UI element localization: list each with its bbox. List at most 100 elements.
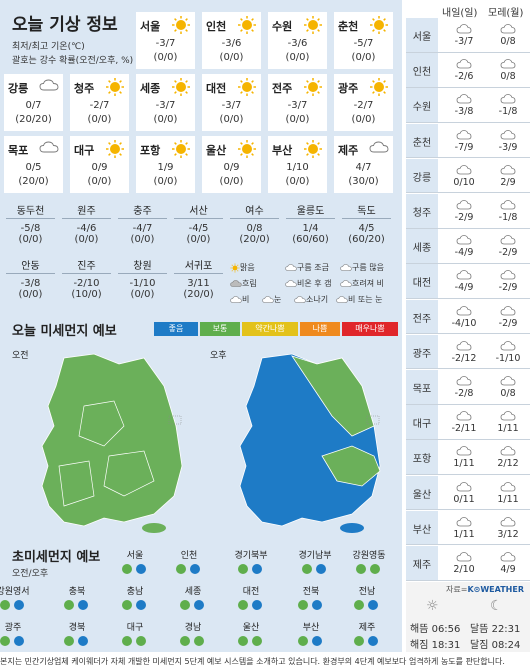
cloud-icon	[456, 513, 472, 527]
forecast-d1: -2/6	[454, 71, 474, 83]
weather-legend-label: 흐림	[242, 279, 257, 288]
fine-dust-region: 전북	[302, 587, 320, 597]
weather-legend-label: 맑음	[240, 263, 255, 272]
footer-note: 본지는 민간기상업체 케이웨더가 자체 개발한 미세먼지 5단계 예보 시스템을…	[0, 654, 530, 669]
sun-icon	[369, 15, 389, 35]
forecast-d2: 0/8	[500, 36, 516, 47]
small-city: 진주 -2/10 (10/0)	[62, 260, 111, 300]
dust-map-pm: 오후	[202, 346, 398, 536]
fine-dust-pm-dot	[312, 636, 322, 646]
small-city-temp: -4/7	[132, 223, 153, 234]
forecast-d1: -2/12	[451, 352, 477, 364]
city-temp: -3/7	[287, 100, 308, 111]
cloud-icon	[456, 302, 472, 315]
city-pop: (0/0)	[219, 52, 244, 63]
fine-dust-pm-dot	[368, 636, 378, 646]
city-card: 포항 1/9 (0/0)	[136, 136, 195, 193]
rain-then-clear-icon	[285, 279, 297, 289]
sun-icon	[171, 77, 191, 97]
sun-icon	[171, 139, 191, 159]
small-city-name: 서귀포	[174, 260, 223, 274]
small-city: 동두천 -5/8 (0/0)	[6, 205, 55, 245]
forecast-city-name: 춘천	[412, 137, 432, 149]
small-city-name: 충주	[118, 205, 167, 219]
sun-icon	[105, 139, 125, 159]
city-pop: (0/0)	[285, 176, 310, 187]
forecast-row: 전주 -4/10 -2/9	[406, 299, 530, 335]
city-card: 세종 -3/7 (0/0)	[136, 74, 195, 131]
small-city-pop: (0/0)	[130, 234, 155, 245]
forecast-d1: -4/9	[454, 247, 474, 259]
brand-logo: K⊙WEATHER	[467, 585, 524, 594]
weather-legend-label: 눈	[274, 295, 282, 304]
sun-icon	[237, 139, 257, 159]
small-city-pop: (0/0)	[74, 234, 99, 245]
weather-legend-item: 눈	[262, 294, 281, 305]
city-card: 목포 0/5 (20/0)	[4, 136, 63, 193]
forecast-row: 수원 -3/8 -1/8	[406, 88, 530, 123]
forecast-city: 세종	[406, 229, 438, 263]
city-card: 인천 -3/6 (0/0)	[202, 12, 261, 69]
cloud-icon	[500, 302, 516, 315]
small-city: 충주 -4/7 (0/0)	[118, 205, 167, 245]
cloud-icon	[500, 126, 516, 139]
shower-icon	[294, 295, 306, 305]
small-city-name: 창원	[118, 260, 167, 274]
weather-legend-item: 구름 조금	[285, 262, 329, 273]
fine-dust-region: 충남	[126, 587, 144, 597]
city-name: 목포	[8, 144, 29, 157]
city-pop: (0/0)	[219, 176, 244, 187]
city-card: 전주 -3/7 (0/0)	[268, 74, 327, 131]
fine-dust-pm-dot	[14, 600, 24, 610]
fine-dust-am-dot	[298, 600, 308, 610]
fine-dust-region: 경기북부	[234, 551, 268, 561]
small-city-name: 여수	[230, 205, 279, 219]
sun-icon	[105, 77, 125, 97]
forecast-d1: 1/11	[453, 528, 475, 540]
cloud-icon	[456, 161, 472, 175]
cloud-icon	[456, 126, 472, 139]
cloud-icon	[39, 77, 59, 97]
weather-legend-item: 비 또는 눈	[336, 294, 383, 305]
weather-legend-label: 흐려져 비	[352, 279, 384, 288]
fine-dust-pm-dot	[312, 600, 322, 610]
city-temp: 0/7	[25, 100, 42, 111]
fine-dust-pm-dot	[194, 636, 204, 646]
city-pop: (20/0)	[18, 176, 49, 187]
city-temp: 0/9	[223, 162, 240, 173]
fine-dust-am-dot	[238, 636, 248, 646]
city-card: 청주 -2/7 (0/0)	[70, 74, 129, 131]
forecast-row: 제주 2/10 4/9	[406, 546, 530, 581]
cloud-icon	[500, 90, 516, 104]
fine-dust-region: 대전	[242, 587, 260, 597]
forecast-d1: -7/9	[454, 141, 474, 153]
weather-legend-label: 구름 조금	[297, 263, 329, 272]
fine-dust-region: 강원영동	[352, 551, 386, 561]
forecast-city-name: 대구	[412, 419, 432, 431]
weather-legend-item: 맑음	[230, 262, 255, 273]
forecast-city: 광주	[406, 334, 438, 369]
fine-dust-am-dot	[180, 636, 190, 646]
forecast-city-name: 전주	[412, 313, 432, 325]
city-card: 광주 -2/7 (0/0)	[334, 74, 393, 131]
weather-legend-item: 비온 후 갬	[285, 278, 332, 289]
forecast-city: 대구	[406, 405, 438, 439]
city-name: 인천	[206, 20, 227, 33]
forecast-row: 대전 -4/9 -2/9	[406, 264, 530, 299]
city-pop: (20/20)	[15, 114, 52, 125]
forecast-d2: -1/10	[495, 352, 521, 364]
fine-dust-pm-dot	[316, 564, 326, 574]
city-pop: (0/0)	[351, 114, 376, 125]
fine-dust-am-dot	[0, 600, 10, 610]
col-tomorrow: 내일(일)	[442, 8, 478, 19]
am-label: 오전	[12, 351, 29, 361]
city-pop: (0/0)	[87, 114, 112, 125]
small-city-temp: -4/6	[76, 223, 97, 234]
cloud-icon	[369, 139, 389, 159]
fine-dust-region: 대구	[126, 623, 144, 633]
forecast-row: 울산 0/11 1/11	[406, 475, 530, 511]
city-pop: (0/0)	[87, 176, 112, 187]
city-card: 수원 -3/6 (0/0)	[268, 12, 327, 69]
forecast-city: 울산	[406, 475, 438, 510]
snow-icon	[262, 295, 274, 305]
